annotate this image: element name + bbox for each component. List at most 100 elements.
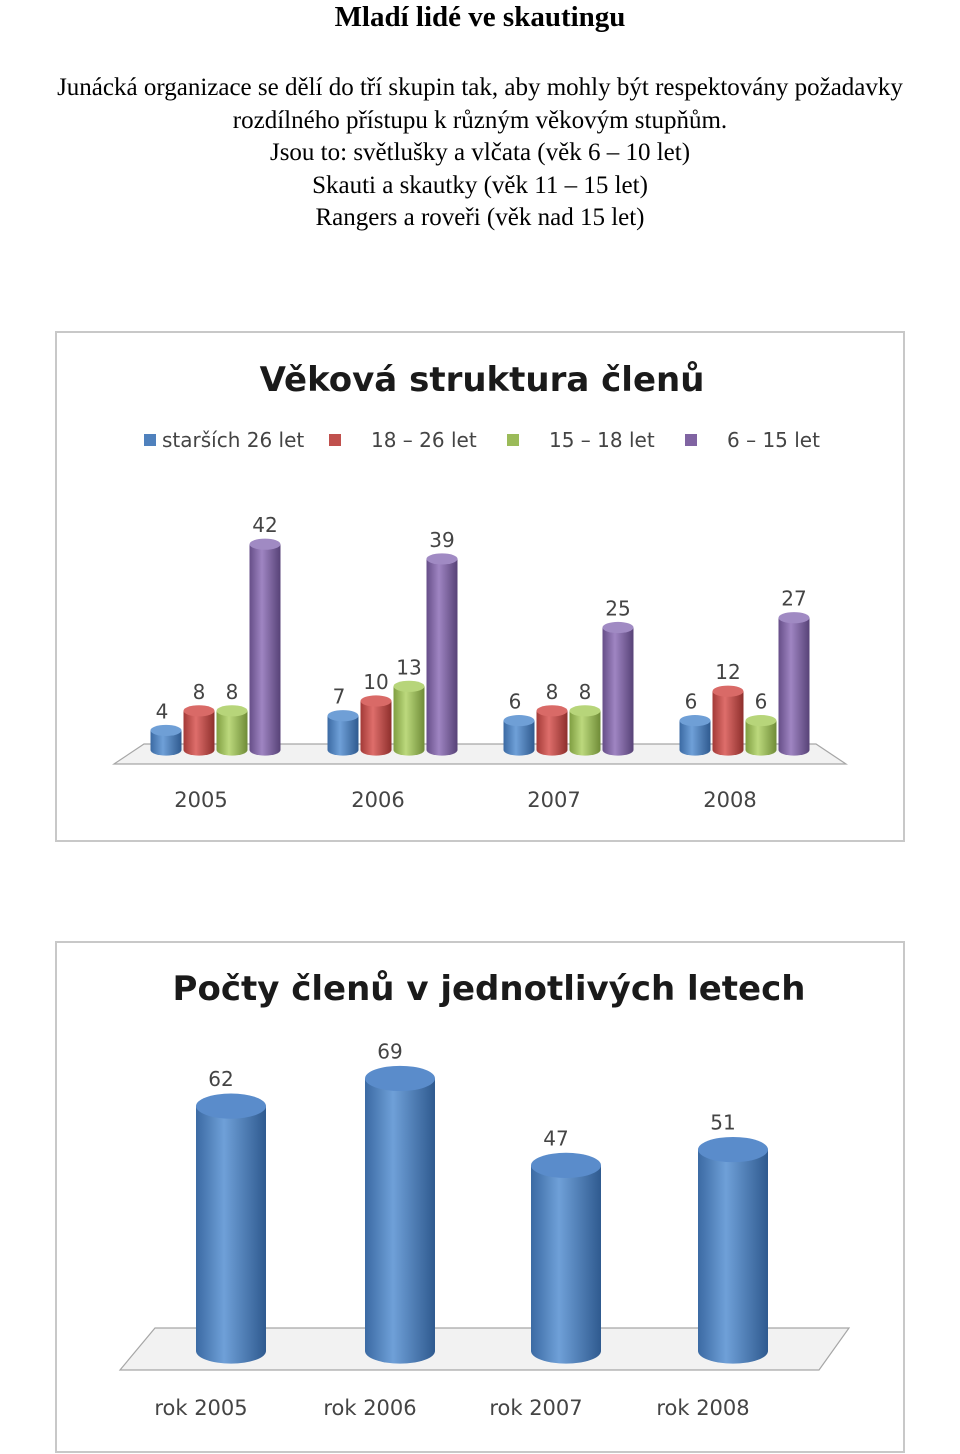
bar-group	[196, 1065, 768, 1364]
bar-2007-2-top	[569, 705, 601, 717]
legend-entry: 6 – 15 let	[685, 428, 820, 452]
bar-rok-2005-body	[196, 1106, 266, 1364]
legend-swatch	[507, 434, 519, 446]
bar-2008-2-top	[745, 715, 777, 727]
bar-2008-2-body	[745, 720, 777, 756]
bar-2007-1-top	[536, 705, 568, 717]
bar-2007-1	[536, 705, 568, 756]
data-label: 6	[509, 690, 522, 714]
x-tick-label: 2006	[351, 788, 404, 812]
bar-2006-1-top	[360, 695, 392, 707]
member-counts-chart-canvas: Počty členů v jednotlivých letech 62 69 47…	[118, 969, 851, 1420]
bar-2008-0-top	[679, 715, 711, 727]
bar-2007-3-top	[602, 621, 634, 634]
bar-2006-2	[393, 680, 425, 756]
data-label: 10	[363, 670, 388, 694]
bar-2008-3	[778, 612, 810, 756]
data-label: 42	[252, 513, 277, 537]
bar-2008-3-top	[778, 612, 810, 624]
data-label: 25	[605, 597, 630, 621]
bar-2005-0-top	[150, 724, 182, 736]
data-label: 12	[715, 660, 740, 684]
bar-2006-1-body	[360, 701, 392, 756]
bar-2006-0-top	[327, 710, 359, 722]
page-title: Mladí lidé ve skautingu	[334, 1, 626, 33]
bar-2005-3-body	[249, 544, 281, 756]
bar-rok-2007	[531, 1152, 601, 1364]
x-tick-label: rok 2005	[154, 1396, 247, 1420]
intro-line: rozdílného přístupu k různým věkovým stu…	[232, 106, 728, 134]
chart-title: Počty členů v jednotlivých letech	[173, 969, 806, 1009]
data-label: 8	[546, 680, 559, 704]
bar-2005-2-body	[216, 710, 248, 756]
bar-2005-1-top	[183, 705, 215, 717]
legend-swatch	[329, 434, 341, 446]
data-labels: 62 69 47 51	[208, 1039, 735, 1150]
chart-floor	[118, 1327, 851, 1371]
bar-rok-2006-top	[365, 1065, 435, 1092]
data-label: 6	[755, 690, 768, 714]
intro-line: Junácká organizace se dělí do tří skupin…	[57, 74, 903, 101]
bar-2008-0	[679, 715, 711, 756]
bar-2008-2	[745, 715, 777, 756]
bar-group	[150, 538, 810, 756]
data-label: 27	[781, 587, 806, 611]
data-label: 69	[377, 1039, 402, 1063]
bar-rok-2008	[698, 1136, 768, 1364]
legend-entry: starších 26 let	[144, 428, 304, 452]
intro-paragraph: Junácká organizace se dělí do tří skupin…	[0, 72, 960, 235]
legend-swatch	[144, 434, 156, 446]
data-label: 7	[333, 685, 346, 709]
data-label: 8	[226, 680, 239, 704]
legend-label: 15 – 18 let	[549, 428, 655, 452]
bar-2007-2-body	[569, 710, 601, 756]
data-label: 47	[543, 1126, 568, 1150]
chart-floor	[112, 743, 848, 765]
legend-label: starších 26 let	[162, 428, 304, 452]
chart-title: Věková struktura členů	[260, 360, 705, 400]
legend-label: 6 – 15 let	[727, 428, 820, 452]
intro-line: Skauti a skautky (věk 11 – 15 let)	[312, 171, 648, 199]
x-tick-label: rok 2008	[656, 1396, 749, 1420]
bar-2006-0	[327, 710, 359, 756]
bar-2006-3-top	[426, 553, 458, 565]
bar-2005-1	[183, 705, 215, 756]
bar-2006-2-top	[393, 680, 425, 692]
x-tick-label: rok 2006	[323, 1396, 416, 1420]
x-tick-label: 2005	[174, 788, 227, 812]
bar-2005-3	[249, 538, 281, 756]
bar-rok-2006-body	[365, 1078, 435, 1364]
bar-2005-1-body	[183, 710, 215, 756]
data-label: 6	[685, 690, 698, 714]
legend-label: 18 – 26 let	[371, 428, 477, 452]
bar-2005-0-body	[150, 730, 182, 756]
bar-2007-0-body	[503, 720, 535, 756]
bar-2006-3-body	[426, 558, 458, 756]
bar-rok-2006	[365, 1065, 435, 1364]
bar-2007-2	[569, 705, 601, 756]
intro-line: Rangers a roveři (věk nad 15 let)	[315, 204, 645, 231]
bar-2007-3-body	[602, 627, 634, 756]
bar-2007-1-body	[536, 710, 568, 756]
x-tick-label: rok 2007	[489, 1396, 582, 1420]
bar-2008-0-body	[679, 720, 711, 756]
data-label: 62	[208, 1067, 233, 1091]
bar-rok-2008-body	[698, 1149, 768, 1364]
bar-2005-0	[150, 724, 182, 756]
bar-2005-2	[216, 705, 248, 756]
data-label: 8	[579, 680, 592, 704]
bar-2006-3	[426, 553, 458, 756]
bar-2007-3	[602, 621, 634, 756]
bar-rok-2007-body	[531, 1165, 601, 1364]
bar-rok-2005	[196, 1093, 266, 1364]
bar-rok-2008-top	[698, 1136, 768, 1163]
legend-swatch	[685, 434, 697, 446]
bar-2007-0	[503, 715, 535, 756]
x-tick-label: 2007	[527, 788, 580, 812]
member-counts-chart: Počty členů v jednotlivých letech 62 69 47…	[55, 941, 905, 1453]
age-structure-chart: Věková struktura členů starších 26 let 18…	[55, 331, 905, 842]
bar-2008-1	[712, 685, 744, 756]
data-label: 51	[710, 1111, 735, 1135]
age-structure-chart-canvas: Věková struktura členů starších 26 let 18…	[112, 360, 848, 812]
bar-2007-0-top	[503, 715, 535, 727]
